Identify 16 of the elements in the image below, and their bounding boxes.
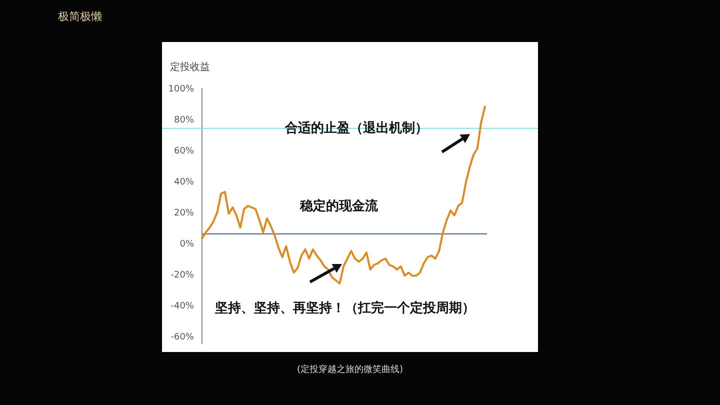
y-axis-title: 定投收益 (170, 61, 210, 73)
y-tick-label: 0% (180, 240, 194, 250)
annotation: 稳定的现金流 (299, 198, 379, 214)
y-tick-label: 60% (174, 146, 194, 157)
annotation: 坚持、坚持、再坚持！（扛完一个定投周期） (214, 300, 475, 316)
y-tick-label: 100% (168, 84, 194, 94)
text: 极简极懒 (57, 10, 102, 23)
annotation: 合适的止盈（退出机制） (284, 120, 428, 136)
y-tick-label: 20% (174, 208, 194, 219)
y-tick-label: 40% (174, 178, 194, 188)
y-tick-label: -20% (170, 270, 194, 281)
y-tick-label: -60% (170, 332, 194, 343)
text: (定投穿越之旅的微笑曲线) (296, 364, 404, 375)
y-tick-label: 80% (174, 116, 194, 126)
line-series (201, 106, 486, 284)
y-tick-label: -40% (170, 302, 194, 312)
